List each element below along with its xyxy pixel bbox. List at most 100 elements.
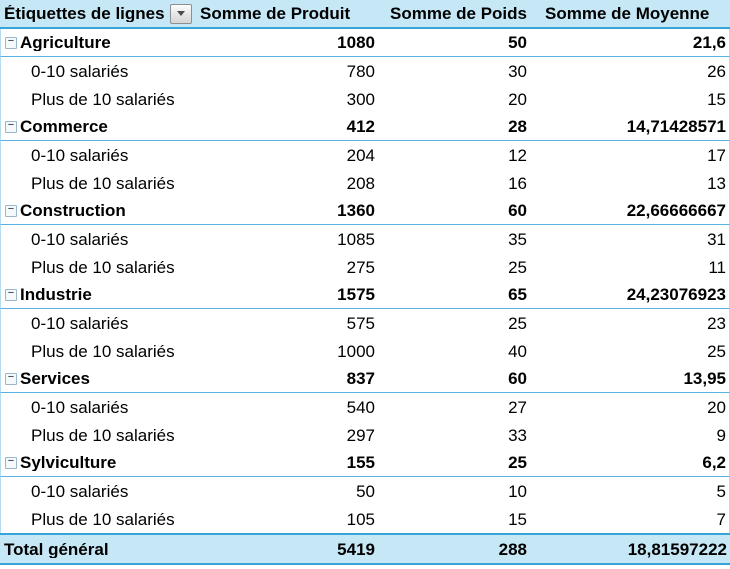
row-label: Agriculture: [20, 34, 111, 51]
produit-value: 1080: [195, 29, 378, 57]
row-label-cell: Plus de 10 salariés: [0, 253, 195, 281]
produit-value: 540: [195, 393, 378, 421]
row-label-cell: 0-10 salariés: [0, 309, 195, 337]
table-row: − Sylviculture 155 25 6,2: [0, 449, 730, 477]
row-label-cell: − Agriculture: [0, 29, 195, 57]
row-label-cell: Plus de 10 salariés: [0, 169, 195, 197]
moyenne-value: 26: [530, 57, 730, 85]
row-label: Plus de 10 salariés: [31, 510, 175, 528]
row-label: Services: [20, 370, 90, 387]
row-label-cell: 0-10 salariés: [0, 57, 195, 85]
moyenne-value: 18,81597222: [530, 533, 730, 565]
row-label: Construction: [20, 202, 126, 219]
produit-value: 204: [195, 141, 378, 169]
row-label: Sylviculture: [20, 454, 117, 471]
filter-dropdown-button[interactable]: [170, 3, 192, 24]
poids-value: 15: [378, 505, 530, 533]
moyenne-value: 9: [530, 421, 730, 449]
poids-value: 288: [378, 533, 530, 565]
pivot-header-row: Étiquettes de lignes Somme de Produit So…: [0, 0, 730, 29]
moyenne-value: 15: [530, 85, 730, 113]
table-row: 0-10 salariés 1085 35 31: [0, 225, 730, 253]
pivot-body: − Agriculture 1080 50 21,6 0-10 salariés…: [0, 29, 730, 565]
table-row: Plus de 10 salariés 297 33 9: [0, 421, 730, 449]
dropdown-arrow-icon: [177, 11, 185, 16]
table-row: Plus de 10 salariés 275 25 11: [0, 253, 730, 281]
poids-value: 25: [378, 253, 530, 281]
table-row: Plus de 10 salariés 208 16 13: [0, 169, 730, 197]
moyenne-value: 6,2: [530, 449, 730, 477]
moyenne-value: 13,95: [530, 365, 730, 393]
poids-value: 60: [378, 197, 530, 225]
column-header-somme-produit: Somme de Produit: [195, 0, 378, 29]
table-row: − Agriculture 1080 50 21,6: [0, 29, 730, 57]
table-row: Total général 5419 288 18,81597222: [0, 533, 730, 565]
moyenne-value: 7: [530, 505, 730, 533]
poids-value: 20: [378, 85, 530, 113]
row-label: Plus de 10 salariés: [31, 426, 175, 444]
collapse-icon[interactable]: −: [5, 204, 17, 217]
row-label: Plus de 10 salariés: [31, 342, 175, 360]
table-row: 0-10 salariés 575 25 23: [0, 309, 730, 337]
produit-value: 5419: [195, 533, 378, 565]
produit-value: 837: [195, 365, 378, 393]
row-label: 0-10 salariés: [31, 146, 129, 164]
table-row: Plus de 10 salariés 300 20 15: [0, 85, 730, 113]
poids-value: 12: [378, 141, 530, 169]
row-label: 0-10 salariés: [31, 398, 129, 416]
produit-value: 1360: [195, 197, 378, 225]
row-label: Industrie: [20, 286, 92, 303]
table-row: 0-10 salariés 540 27 20: [0, 393, 730, 421]
row-label: Plus de 10 salariés: [31, 174, 175, 192]
produit-value: 1000: [195, 337, 378, 365]
row-label-cell: − Commerce: [0, 113, 195, 141]
produit-value: 412: [195, 113, 378, 141]
row-label: Total général: [4, 540, 109, 558]
poids-value: 25: [378, 449, 530, 477]
produit-value: 1085: [195, 225, 378, 253]
table-row: − Commerce 412 28 14,71428571: [0, 113, 730, 141]
moyenne-value: 11: [530, 253, 730, 281]
moyenne-value: 23: [530, 309, 730, 337]
column-header-row-labels: Étiquettes de lignes: [0, 0, 195, 29]
table-row: 0-10 salariés 780 30 26: [0, 57, 730, 85]
collapse-icon[interactable]: −: [5, 456, 17, 469]
table-row: 0-10 salariés 204 12 17: [0, 141, 730, 169]
poids-value: 27: [378, 393, 530, 421]
row-label-cell: Plus de 10 salariés: [0, 505, 195, 533]
row-label: 0-10 salariés: [31, 62, 129, 80]
moyenne-value: 22,66666667: [530, 197, 730, 225]
column-header-somme-poids: Somme de Poids: [378, 0, 530, 29]
moyenne-value: 20: [530, 393, 730, 421]
poids-value: 16: [378, 169, 530, 197]
produit-value: 300: [195, 85, 378, 113]
poids-value: 28: [378, 113, 530, 141]
table-row: − Services 837 60 13,95: [0, 365, 730, 393]
poids-value: 40: [378, 337, 530, 365]
collapse-icon[interactable]: −: [5, 36, 17, 49]
collapse-icon[interactable]: −: [5, 120, 17, 133]
row-label-cell: − Industrie: [0, 281, 195, 309]
row-label-cell: − Construction: [0, 197, 195, 225]
produit-value: 50: [195, 477, 378, 505]
table-row: Plus de 10 salariés 1000 40 25: [0, 337, 730, 365]
moyenne-value: 5: [530, 477, 730, 505]
moyenne-value: 24,23076923: [530, 281, 730, 309]
row-label: 0-10 salariés: [31, 230, 129, 248]
row-label-cell: − Sylviculture: [0, 449, 195, 477]
row-label-cell: − Services: [0, 365, 195, 393]
produit-value: 780: [195, 57, 378, 85]
collapse-icon[interactable]: −: [5, 372, 17, 385]
poids-value: 25: [378, 309, 530, 337]
collapse-icon[interactable]: −: [5, 288, 17, 301]
row-label-cell: 0-10 salariés: [0, 477, 195, 505]
produit-value: 575: [195, 309, 378, 337]
moyenne-value: 13: [530, 169, 730, 197]
row-label-cell: 0-10 salariés: [0, 141, 195, 169]
poids-value: 60: [378, 365, 530, 393]
moyenne-value: 14,71428571: [530, 113, 730, 141]
row-label: Commerce: [20, 118, 108, 135]
moyenne-value: 31: [530, 225, 730, 253]
produit-value: 155: [195, 449, 378, 477]
